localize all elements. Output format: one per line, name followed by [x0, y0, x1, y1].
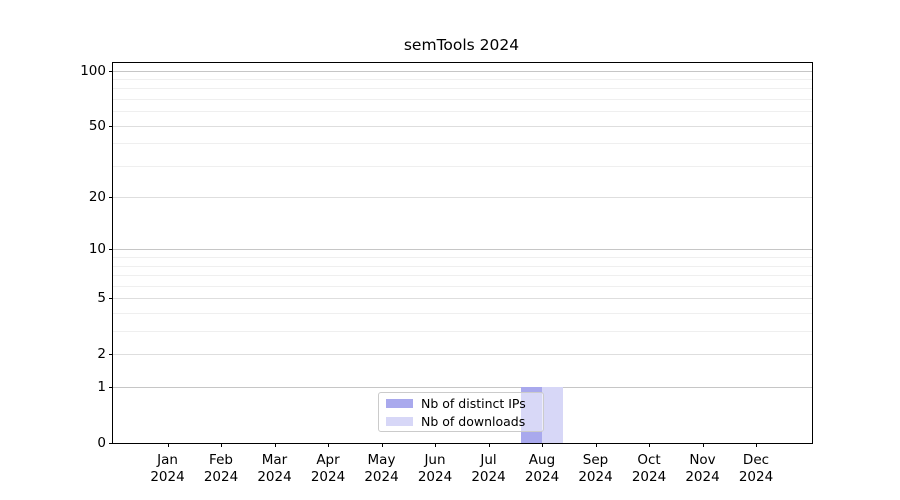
x-label-year: 2024	[685, 469, 720, 485]
legend-label-distinct-ips: Nb of distinct IPs	[421, 395, 526, 411]
bar-downloads-aug	[542, 387, 563, 443]
y-tick-label-0: 0	[97, 435, 106, 451]
x-tick-jan	[167, 443, 169, 447]
y-tick-label-100: 100	[80, 62, 106, 79]
x-tick-mar	[274, 443, 276, 447]
x-tick-label-oct: Oct 2024	[632, 452, 666, 486]
x-tick-label-aug: Aug 2024	[525, 452, 559, 486]
gridline-minor-60	[113, 111, 812, 113]
x-tick-label-may: May 2024	[364, 452, 398, 486]
legend-swatch-downloads	[386, 416, 413, 426]
x-tick-jul	[488, 443, 490, 447]
x-label-month: Nov	[689, 452, 716, 468]
x-label-month: Mar	[261, 452, 288, 468]
plot-area: 0 1 2 5 10 20 50 100 Jan 2024 Feb 2024 Mar 2024 Apr 202…	[80, 62, 813, 485]
x-label-year: 2024	[631, 469, 667, 485]
y-tick-5	[109, 298, 113, 300]
gridline-minor-3	[113, 331, 812, 333]
legend-entry-downloads: Nb of downloads	[386, 413, 543, 429]
x-tick-nov	[702, 443, 704, 447]
x-tick-may	[381, 443, 383, 447]
y-tick-100	[109, 70, 113, 72]
gridline-minor-7	[113, 275, 812, 277]
x-label-month: Jul	[480, 452, 497, 468]
gridline-minor-6	[113, 285, 812, 287]
y-tick-50	[109, 125, 113, 127]
x-tick-label-jan: Jan 2024	[150, 452, 184, 486]
x-tick-apr	[328, 443, 329, 447]
x-label-year: 2024	[203, 469, 239, 485]
x-label-month: Feb	[209, 452, 233, 468]
x-label-year: 2024	[738, 469, 774, 485]
x-tick-aug	[542, 443, 543, 447]
gridline-minor-40	[113, 143, 812, 145]
x-tick-sep	[595, 443, 597, 447]
x-label-month: May	[367, 452, 396, 468]
y-tick-20	[109, 197, 113, 199]
gridline-50	[113, 125, 812, 127]
x-label-year: 2024	[524, 469, 560, 485]
x-tick-label-apr: Apr 2024	[311, 452, 345, 486]
x-tick-label-nov: Nov 2024	[685, 452, 719, 486]
x-tick-label-sep: Sep 2024	[578, 452, 612, 486]
x-tick-label-feb: Feb 2024	[204, 452, 238, 486]
gridline-10	[113, 249, 812, 251]
x-label-year: 2024	[578, 469, 613, 485]
x-label-year: 2024	[471, 469, 506, 485]
x-tick-label-jul: Jul 2024	[471, 452, 505, 486]
x-tick-feb	[221, 443, 222, 447]
x-tick-dec	[756, 443, 757, 447]
x-label-month: Jun	[424, 452, 446, 468]
x-label-year: 2024	[310, 469, 346, 485]
x-tick-label-mar: Mar 2024	[257, 452, 291, 486]
x-label-year: 2024	[417, 469, 453, 485]
y-tick-label-2: 2	[97, 346, 106, 363]
x-label-month: Oct	[637, 452, 661, 468]
gridline-100	[113, 70, 812, 72]
y-tick-label-20: 20	[88, 189, 106, 206]
gridline-5	[113, 298, 812, 300]
gridline-minor-4	[113, 313, 812, 315]
x-tick-label-jun: Jun 2024	[418, 452, 452, 486]
y-tick-1	[109, 387, 113, 389]
gridline-2	[113, 354, 812, 356]
gridline-minor-90	[113, 78, 812, 80]
gridline-1	[113, 387, 812, 389]
gridline-minor-9	[113, 257, 812, 259]
y-tick-label-50: 50	[88, 117, 106, 134]
gridline-20	[113, 197, 812, 199]
x-label-month: Sep	[582, 452, 609, 468]
legend-swatch-distinct-ips	[386, 398, 413, 408]
legend-entry-distinct-ips: Nb of distinct IPs	[386, 395, 543, 411]
x-tick-jun	[435, 443, 436, 447]
x-label-month: Dec	[742, 452, 770, 468]
x-label-month: Aug	[528, 452, 556, 468]
gridline-minor-8	[113, 265, 812, 267]
x-tick-label-dec: Dec 2024	[739, 452, 773, 486]
y-tick-label-1: 1	[97, 379, 106, 396]
y-tick-2	[109, 354, 113, 356]
x-tick-oct	[649, 443, 650, 447]
x-label-year: 2024	[257, 469, 292, 485]
chart-title: semTools 2024	[403, 36, 520, 54]
gridline-minor-70	[113, 98, 812, 100]
y-tick-label-5: 5	[97, 290, 106, 307]
y-tick-10	[109, 249, 113, 251]
y-tick-label-10: 10	[88, 241, 106, 258]
legend-label-downloads: Nb of downloads	[421, 413, 526, 429]
y-tick-0	[109, 443, 113, 444]
x-label-month: Jan	[157, 452, 178, 468]
legend: Nb of distinct IPs Nb of downloads	[378, 392, 544, 432]
x-label-month: Apr	[316, 452, 340, 468]
x-label-year: 2024	[150, 469, 185, 485]
gridline-minor-30	[113, 165, 812, 167]
x-label-year: 2024	[364, 469, 399, 485]
gridline-minor-80	[113, 88, 812, 90]
